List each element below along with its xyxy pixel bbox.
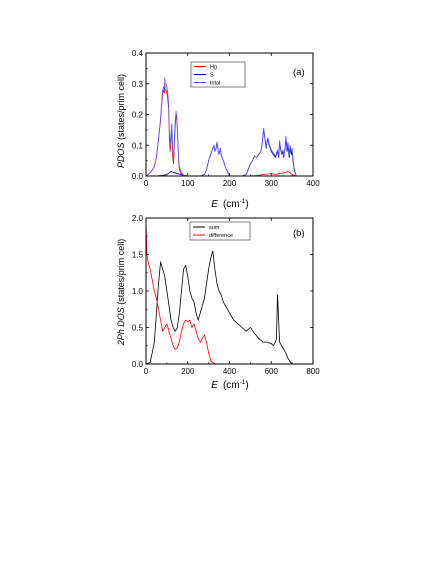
pdos-y-tick-label: 0.4 xyxy=(132,49,144,58)
two-phonon-dos-y-axis-title: 2Ph DOS (states/prim cell) xyxy=(116,239,126,347)
two-phonon-dos-y-tick-label: 2.0 xyxy=(132,214,144,223)
two-phonon-dos-plot-area xyxy=(145,221,313,365)
pdos-legend-label-hg: Hg xyxy=(210,65,217,71)
two-phonon-dos-y-tick-label: 1.0 xyxy=(132,287,144,296)
pdos-legend-label-s: S xyxy=(210,73,214,79)
two-phonon-dos-x-tick-label: 400 xyxy=(223,367,237,376)
pdos-legend-label-total: total xyxy=(210,81,220,87)
two-phonon-dos-x-tick-label: 0 xyxy=(144,367,149,376)
two-phonon-dos-y-ticks: 0.0 0.5 1.0 1.5 2.0 xyxy=(132,214,313,369)
two-phonon-dos-legend: sum difference xyxy=(189,221,251,241)
pdos-plot-area xyxy=(145,77,313,177)
two-phonon-dos-series-line-difference xyxy=(145,221,313,365)
pdos-y-tick-label: 0.3 xyxy=(132,80,144,89)
pdos-y-axis-title: PDOS (states/prim cell) xyxy=(116,74,126,168)
pdos-x-tick-label: 200 xyxy=(223,179,237,188)
panel-a: 0 100 200 300 400 0.0 0.1 0.2 0.3 0.4 (a) Hg S t… xyxy=(116,49,320,210)
pdos-legend: Hg S total xyxy=(190,61,246,88)
pdos-x-axis-title: E (cm-1) xyxy=(211,198,248,210)
two-phonon-dos-x-axis-title: E (cm-1) xyxy=(211,379,248,391)
two-phonon-dos-x-tick-label: 800 xyxy=(306,367,320,376)
two-phonon-dos-legend-label-difference: difference xyxy=(209,233,233,239)
two-phonon-dos-y-tick-label: 1.5 xyxy=(132,251,144,260)
two-phonon-dos-x-ticks: 0 200 400 600 800 xyxy=(144,218,320,376)
two-phonon-dos-legend-label-sum: sum xyxy=(209,225,220,231)
two-phonon-dos-x-tick-label: 200 xyxy=(181,367,195,376)
pdos-y-tick-label: 0.0 xyxy=(132,172,144,181)
pdos-y-ticks: 0.0 0.1 0.2 0.3 0.4 xyxy=(132,49,313,181)
two-phonon-dos-x-tick-label: 600 xyxy=(265,367,279,376)
pdos-series-line-total xyxy=(145,77,313,177)
two-phonon-dos-series-line-sum xyxy=(145,250,313,365)
pdos-y-tick-label: 0.1 xyxy=(132,141,144,150)
pdos-y-tick-label: 0.2 xyxy=(132,111,144,120)
two-phonon-dos-y-tick-label: 0.5 xyxy=(132,324,144,333)
pdos-x-tick-label: 300 xyxy=(265,179,279,188)
pdos-x-tick-label: 400 xyxy=(306,179,320,188)
panel-b: 0 200 400 600 800 0.0 0.5 1.0 1.5 2.0 (b) sum di… xyxy=(116,214,320,391)
pdos-panel-label: (a) xyxy=(293,67,305,78)
pdos-x-tick-label: 0 xyxy=(144,179,149,188)
two-phonon-dos-y-tick-label: 0.0 xyxy=(132,360,144,369)
pdos-x-tick-label: 100 xyxy=(181,179,195,188)
pdos-x-ticks: 0 100 200 300 400 xyxy=(144,53,320,188)
two-phonon-dos-panel-label: (b) xyxy=(293,228,305,239)
